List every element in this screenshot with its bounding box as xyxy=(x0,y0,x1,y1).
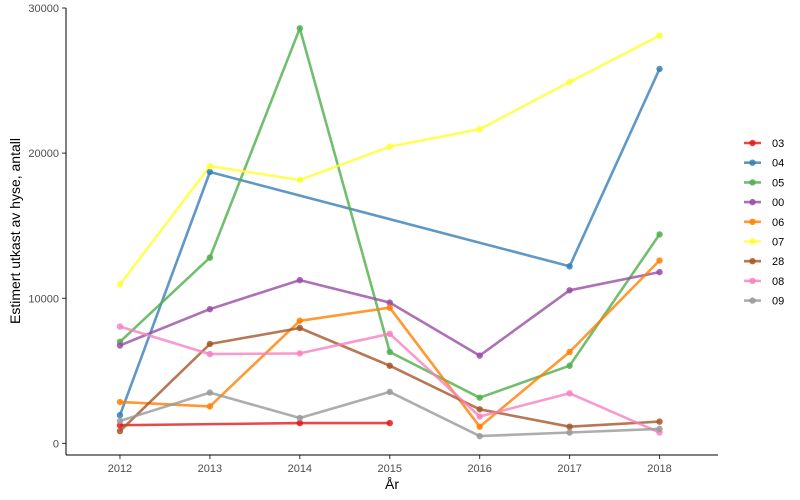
y-tick-label: 20000 xyxy=(28,148,59,160)
data-point-28 xyxy=(206,340,214,348)
series-points xyxy=(116,25,663,440)
data-point-28 xyxy=(476,406,483,413)
data-point-09 xyxy=(566,429,573,436)
data-point-04 xyxy=(566,263,573,270)
data-point-00 xyxy=(386,299,393,306)
y-axis-title: Estimert utkast av hyse, antall xyxy=(7,138,23,324)
y-tick-label: 0 xyxy=(53,438,59,450)
data-point-09 xyxy=(296,414,304,422)
legend-label-03: 03 xyxy=(772,138,784,150)
legend: 03 04 05 00 06 07 28 08 09 xyxy=(744,138,784,308)
x-tick-label: 2013 xyxy=(198,463,222,475)
y-tick-label: 30000 xyxy=(28,3,59,15)
legend-label-07: 07 xyxy=(772,237,784,249)
legend-marker-07 xyxy=(749,238,756,245)
legend-marker-03 xyxy=(749,139,756,147)
data-point-00 xyxy=(206,305,214,313)
legend-label-05: 05 xyxy=(772,177,784,189)
data-point-28 xyxy=(116,427,124,435)
data-point-08 xyxy=(476,413,483,420)
x-tick-label: 2016 xyxy=(467,463,491,475)
data-point-28 xyxy=(386,362,393,369)
data-point-06 xyxy=(476,423,483,430)
y-tick-label: 10000 xyxy=(28,293,59,305)
data-point-06 xyxy=(296,317,304,324)
data-point-00 xyxy=(656,268,663,276)
data-point-08 xyxy=(386,330,393,338)
data-point-07 xyxy=(386,143,393,150)
data-point-05 xyxy=(656,231,663,238)
data-point-05 xyxy=(566,362,573,369)
data-point-05 xyxy=(476,394,483,401)
data-point-08 xyxy=(566,390,573,397)
series-line-04 xyxy=(118,68,661,416)
data-point-00 xyxy=(116,342,124,349)
data-point-07 xyxy=(116,281,124,288)
legend-label-04: 04 xyxy=(772,158,784,170)
x-tick-label: 2012 xyxy=(108,463,132,475)
data-point-09 xyxy=(116,417,124,425)
x-axis-ticks: 2012 2013 2014 2015 2016 2017 2018 xyxy=(108,455,672,475)
x-tick-label: 2014 xyxy=(288,463,312,475)
legend-marker-06 xyxy=(749,218,756,225)
data-point-07 xyxy=(296,176,304,184)
data-point-28 xyxy=(656,418,663,425)
x-tick-label: 2015 xyxy=(378,463,402,475)
data-point-28 xyxy=(296,324,304,332)
legend-label-28: 28 xyxy=(772,256,784,268)
data-point-08 xyxy=(296,350,304,357)
data-point-00 xyxy=(296,276,304,284)
data-point-08 xyxy=(206,350,214,358)
x-axis-title: År xyxy=(385,476,399,492)
data-point-07 xyxy=(566,78,573,86)
data-point-03 xyxy=(296,419,304,427)
data-point-04 xyxy=(206,168,214,176)
legend-marker-00 xyxy=(749,198,756,206)
data-point-00 xyxy=(566,287,573,294)
legend-marker-09 xyxy=(749,297,756,304)
data-point-09 xyxy=(656,425,663,433)
legend-marker-28 xyxy=(749,258,756,265)
data-point-04 xyxy=(116,411,124,419)
data-point-00 xyxy=(476,352,483,359)
x-tick-label: 2018 xyxy=(647,463,671,475)
legend-label-06: 06 xyxy=(772,217,784,229)
legend-label-08: 08 xyxy=(772,276,784,288)
data-point-06 xyxy=(566,348,573,356)
legend-label-00: 00 xyxy=(772,197,784,209)
data-point-09 xyxy=(386,388,393,396)
legend-marker-08 xyxy=(749,277,756,285)
data-point-06 xyxy=(206,403,214,410)
data-point-07 xyxy=(206,162,214,170)
data-point-07 xyxy=(476,125,483,133)
series-line-06 xyxy=(119,259,661,429)
y-axis-ticks: 0 10000 20000 30000 xyxy=(28,3,66,450)
legend-marker-05 xyxy=(749,179,756,186)
data-point-06 xyxy=(656,257,663,264)
data-point-09 xyxy=(476,432,483,440)
data-point-06 xyxy=(116,398,124,406)
x-tick-label: 2017 xyxy=(557,463,581,475)
data-point-28 xyxy=(566,423,573,430)
data-point-07 xyxy=(656,32,663,39)
data-point-06 xyxy=(386,304,393,311)
data-point-04 xyxy=(656,65,663,73)
legend-label-09: 09 xyxy=(772,296,784,308)
data-point-05 xyxy=(206,254,214,261)
series-lines xyxy=(118,26,661,438)
data-point-05 xyxy=(386,348,393,356)
data-point-05 xyxy=(296,25,304,32)
series-line-03 xyxy=(119,421,390,427)
data-point-09 xyxy=(206,389,214,396)
data-point-03 xyxy=(386,419,393,427)
legend-marker-04 xyxy=(749,159,756,166)
data-point-08 xyxy=(116,323,124,330)
